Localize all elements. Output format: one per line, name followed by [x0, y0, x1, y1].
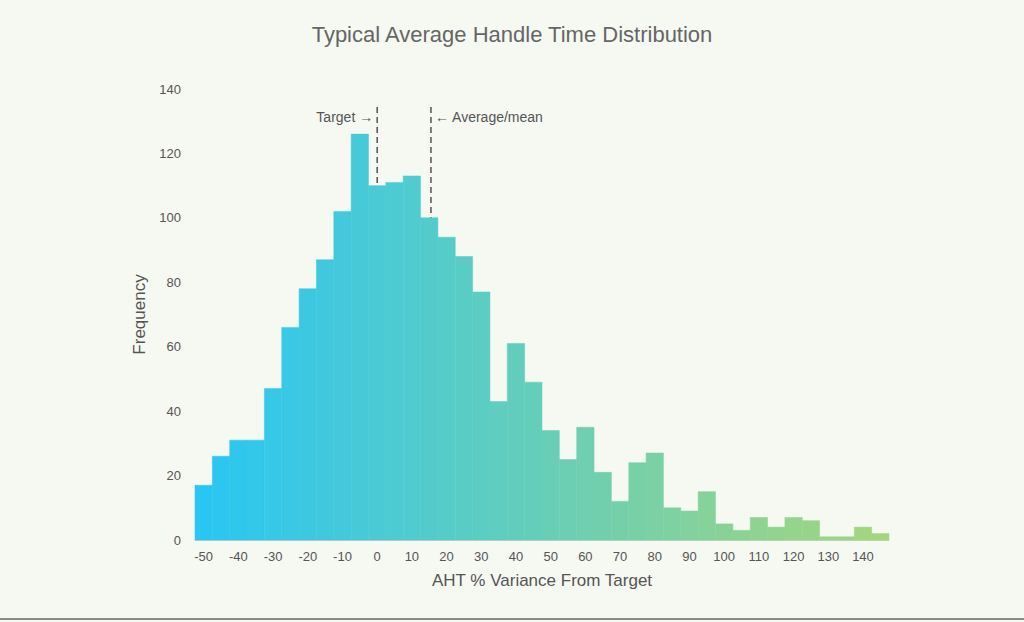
svg-text:100: 100	[159, 210, 181, 225]
svg-text:60: 60	[578, 549, 592, 564]
svg-text:-30: -30	[264, 549, 283, 564]
svg-text:0: 0	[174, 533, 181, 548]
svg-text:70: 70	[613, 549, 627, 564]
svg-text:120: 120	[159, 146, 181, 161]
svg-text:Target →: Target →	[316, 109, 373, 125]
svg-text:10: 10	[405, 549, 419, 564]
svg-text:-20: -20	[298, 549, 317, 564]
svg-text:Typical Average Handle Time Di: Typical Average Handle Time Distribution	[312, 22, 713, 47]
svg-text:80: 80	[648, 549, 662, 564]
svg-text:100: 100	[713, 549, 735, 564]
svg-text:AHT % Variance From Target: AHT % Variance From Target	[432, 571, 652, 590]
svg-text:Frequency: Frequency	[130, 274, 149, 355]
svg-text:20: 20	[439, 549, 453, 564]
svg-text:20: 20	[167, 468, 181, 483]
svg-text:-40: -40	[229, 549, 248, 564]
svg-text:140: 140	[159, 82, 181, 97]
svg-text:40: 40	[509, 549, 523, 564]
svg-text:110: 110	[749, 549, 770, 564]
svg-text:-50: -50	[194, 549, 213, 564]
svg-text:80: 80	[167, 275, 181, 290]
svg-text:120: 120	[783, 549, 805, 564]
svg-text:130: 130	[817, 549, 839, 564]
svg-text:140: 140	[852, 549, 874, 564]
svg-text:50: 50	[543, 549, 557, 564]
svg-text:← Average/mean: ← Average/mean	[435, 109, 543, 125]
svg-text:90: 90	[682, 549, 696, 564]
svg-text:-10: -10	[333, 549, 352, 564]
svg-text:0: 0	[374, 549, 381, 564]
svg-text:30: 30	[474, 549, 488, 564]
svg-text:60: 60	[167, 339, 181, 354]
svg-text:40: 40	[167, 404, 181, 419]
